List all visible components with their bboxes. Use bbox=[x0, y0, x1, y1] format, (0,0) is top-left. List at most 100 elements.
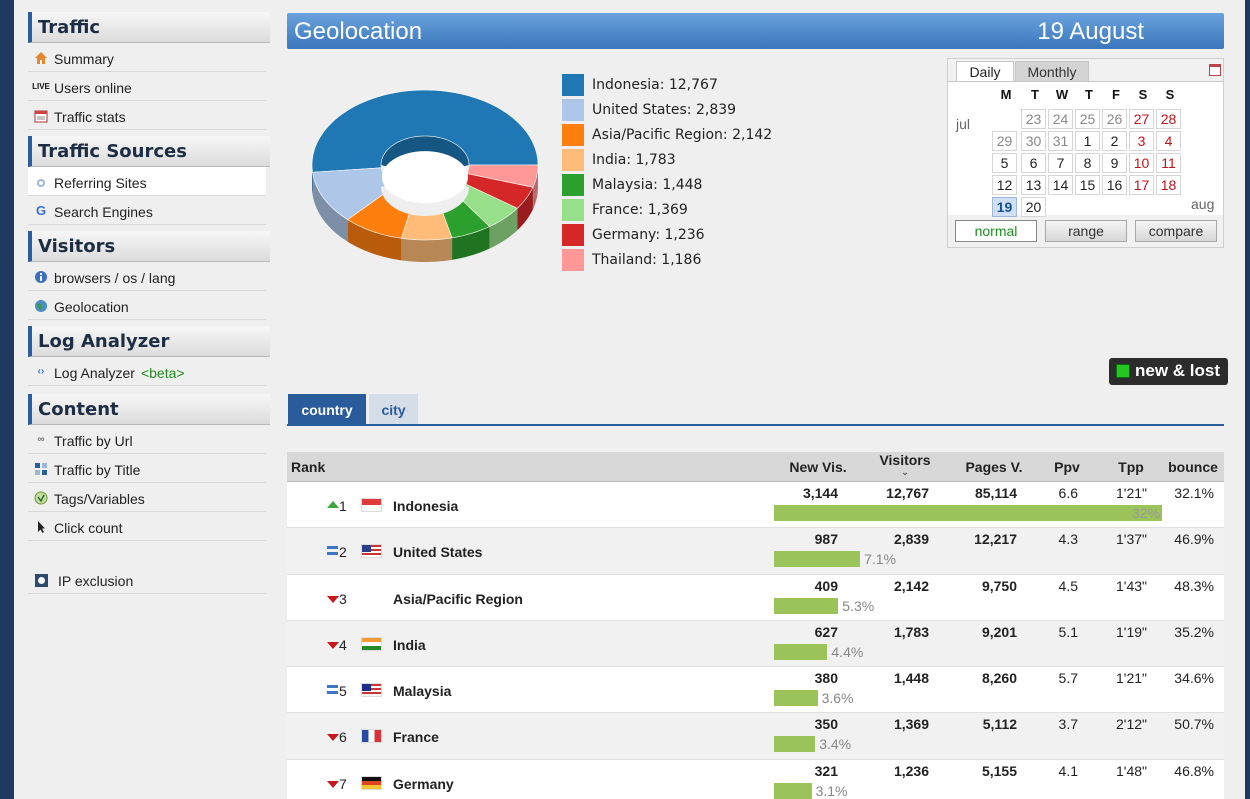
sidebar-item-click-count[interactable]: Click count bbox=[28, 512, 266, 541]
table-row[interactable]: 2 United States 987 2,839 12,217 4.3 1'37" 46.9… bbox=[287, 528, 1224, 575]
table-row[interactable]: 4 India 627 1,783 9,201 5.1 1'19" 35.2% 4.4% bbox=[287, 620, 1224, 668]
calendar-day-of-week: W bbox=[1055, 87, 1069, 102]
pie-slice-side bbox=[517, 187, 533, 231]
calendar-day[interactable]: 15 bbox=[1075, 175, 1100, 195]
sidebar-item-users-online[interactable]: LIVE Users online bbox=[28, 72, 266, 101]
calendar-day-of-week: S bbox=[1138, 87, 1148, 102]
calendar-range-button[interactable]: range bbox=[1045, 220, 1127, 242]
section-header-log-analyzer: Log Analyzer bbox=[28, 326, 270, 357]
calendar-day[interactable]: 14 bbox=[1048, 175, 1073, 195]
cell-tpp: 1'21" bbox=[1115, 485, 1147, 501]
cell-pages-viewed: 9,201 bbox=[981, 623, 1017, 640]
calendar-day[interactable]: 11 bbox=[1156, 153, 1181, 173]
calendar-icon[interactable] bbox=[1209, 64, 1221, 76]
calendar-day[interactable]: 1 bbox=[1075, 131, 1100, 151]
column-header-new-visitors[interactable]: New Vis. bbox=[789, 459, 847, 475]
ip-exclusion-icon bbox=[34, 573, 48, 587]
cell-bounce: 34.6% bbox=[1174, 670, 1214, 687]
pie-inner-walls bbox=[381, 136, 469, 187]
tab-city[interactable]: city bbox=[369, 394, 418, 425]
tab-country[interactable]: country bbox=[288, 394, 366, 425]
calendar-day[interactable]: 26 bbox=[1102, 109, 1127, 129]
calendar-day[interactable]: 16 bbox=[1102, 175, 1127, 195]
column-header-bounce[interactable]: bounce bbox=[1168, 459, 1218, 475]
legend-label: Malaysia: 1,448 bbox=[592, 177, 703, 193]
sidebar-item-browsers[interactable]: browsers / os / lang bbox=[28, 262, 266, 291]
sidebar-item-label: IP exclusion bbox=[58, 573, 134, 589]
calendar-day[interactable]: 13 bbox=[1021, 175, 1046, 195]
calendar-day[interactable]: 6 bbox=[1021, 153, 1046, 173]
calendar-normal-button[interactable]: normal bbox=[955, 220, 1037, 242]
calendar-day[interactable]: 18 bbox=[1156, 175, 1181, 195]
sidebar-item-geolocation[interactable]: Geolocation bbox=[28, 291, 266, 320]
pie-slice-inner bbox=[381, 136, 469, 187]
sidebar-item-label: Traffic by Url bbox=[54, 433, 133, 449]
column-header-tpp[interactable]: Tpp bbox=[1118, 459, 1144, 475]
column-header-pages-viewed[interactable]: Pages V. bbox=[965, 459, 1023, 475]
calendar-day[interactable]: 12 bbox=[992, 175, 1017, 195]
country-name: Malaysia bbox=[393, 683, 452, 700]
title-icon bbox=[34, 462, 48, 476]
cell-ppv: 5.7 bbox=[1058, 670, 1078, 687]
share-bar bbox=[774, 643, 828, 660]
table-row[interactable]: 1 Indonesia 3,144 12,767 85,114 6.6 1'21" 32.1%… bbox=[287, 482, 1224, 529]
calendar-day[interactable]: 8 bbox=[1075, 153, 1100, 173]
sidebar-item-traffic-by-title[interactable]: Traffic by Title bbox=[28, 454, 266, 483]
calendar-tab-monthly[interactable]: Monthly bbox=[1015, 61, 1089, 81]
sidebar-item-label: Traffic stats bbox=[54, 109, 126, 125]
new-lost-button[interactable]: new & lost bbox=[1109, 358, 1228, 385]
table-header: Rank New Vis. Visitors ⌄ Pages V. Ppv Tp… bbox=[287, 452, 1224, 482]
cell-pages-viewed: 9,750 bbox=[981, 577, 1017, 594]
cell-ppv: 4.1 bbox=[1058, 762, 1078, 779]
cell-tpp: 1'21" bbox=[1115, 670, 1147, 687]
calendar-day[interactable]: 9 bbox=[1102, 153, 1127, 173]
calendar-day[interactable]: 30 bbox=[1021, 131, 1046, 151]
cell-tpp: 1'37" bbox=[1115, 531, 1147, 548]
calendar-day[interactable]: 3 bbox=[1129, 131, 1154, 151]
calendar-day[interactable]: 17 bbox=[1129, 175, 1154, 195]
calendar-day[interactable]: 31 bbox=[1048, 131, 1073, 151]
calendar-day[interactable]: 25 bbox=[1075, 109, 1100, 129]
calendar-day[interactable]: 27 bbox=[1129, 109, 1154, 129]
sidebar-item-tags[interactable]: Tags/Variables bbox=[28, 483, 266, 512]
calendar-day[interactable]: 24 bbox=[1048, 109, 1073, 129]
share-percent: 3.1% bbox=[815, 782, 848, 799]
calendar-day[interactable]: 7 bbox=[1048, 153, 1073, 173]
calendar-month-prev[interactable]: jul bbox=[956, 116, 971, 132]
table-row[interactable]: 7 Germany 321 1,236 5,155 4.1 1'48" 46.8% 3.1% bbox=[287, 759, 1224, 799]
calendar-day[interactable]: 29 bbox=[992, 131, 1017, 151]
calendar-day[interactable]: 28 bbox=[1156, 109, 1181, 129]
calendar-day[interactable]: 19 bbox=[992, 197, 1017, 217]
calendar-day-of-week: M bbox=[1000, 87, 1012, 102]
calendar-day[interactable]: 10 bbox=[1129, 153, 1154, 173]
sidebar-item-traffic-by-url[interactable]: ∞ Traffic by Url bbox=[28, 425, 266, 454]
calendar-day[interactable]: 20 bbox=[1021, 197, 1046, 217]
log-icon: ‹› bbox=[37, 366, 45, 377]
sidebar-item-traffic-stats[interactable]: Traffic stats bbox=[28, 101, 266, 130]
calendar-compare-button[interactable]: compare bbox=[1135, 220, 1217, 242]
calendar-day[interactable]: 5 bbox=[992, 153, 1017, 173]
country-name: Indonesia bbox=[393, 498, 459, 514]
share-percent: 32% bbox=[1132, 505, 1161, 521]
calendar-day[interactable]: 2 bbox=[1102, 131, 1127, 151]
share-bar bbox=[774, 690, 818, 707]
sidebar-item-ip-exclusion[interactable]: IP exclusion bbox=[28, 565, 266, 594]
share-bar bbox=[774, 551, 861, 568]
calendar-day[interactable]: 23 bbox=[1021, 109, 1046, 129]
sidebar-item-referring-sites[interactable]: Referring Sites bbox=[28, 167, 266, 196]
sidebar-item-summary[interactable]: Summary bbox=[28, 43, 266, 72]
column-header-ppv[interactable]: Ppv bbox=[1054, 459, 1080, 475]
cell-tpp: 2'12" bbox=[1115, 716, 1147, 733]
calendar-tab-daily[interactable]: Daily bbox=[956, 61, 1014, 81]
calendar-day[interactable]: 4 bbox=[1156, 131, 1181, 151]
sidebar-item-search-engines[interactable]: G Search Engines bbox=[28, 196, 266, 225]
table-row[interactable]: 5 Malaysia 380 1,448 8,260 5.7 1'21" 34.6% 3.6% bbox=[287, 667, 1224, 714]
sidebar-item-log-analyzer[interactable]: ‹› Log Analyzer <beta> bbox=[28, 357, 266, 386]
column-header-visitors[interactable]: Visitors ⌄ bbox=[867, 452, 943, 477]
flag-de-icon bbox=[361, 775, 382, 790]
share-percent: 5.3% bbox=[842, 597, 875, 614]
column-header-rank[interactable]: Rank bbox=[291, 459, 326, 475]
calendar-month-next[interactable]: aug bbox=[1191, 196, 1215, 212]
table-row[interactable]: 6 France 350 1,369 5,112 3.7 2'12" 50.7% 3.4% bbox=[287, 713, 1224, 760]
table-row[interactable]: 3 Asia/Pacific Region 409 2,142 9,750 4.5 1'43… bbox=[287, 574, 1224, 621]
